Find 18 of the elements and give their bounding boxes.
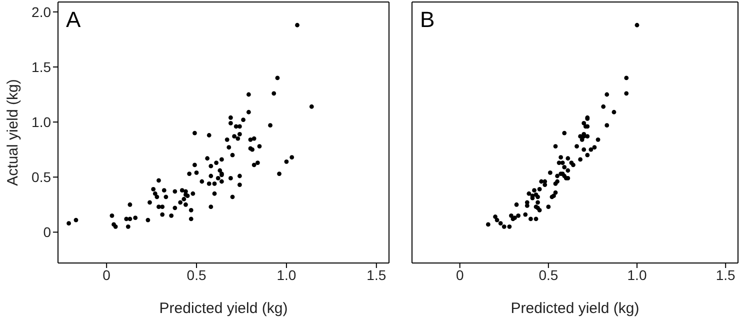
x-tick-label: 1.0 [276, 266, 296, 283]
x-tick-label: 1.5 [366, 266, 386, 283]
x-axis-title: Predicted yield (kg) [510, 300, 640, 317]
x-axis-title: Predicted yield (kg) [159, 300, 288, 317]
x-tick-label: 0.5 [186, 266, 206, 283]
x-tick-label: 1.5 [716, 266, 736, 283]
y-tick-label: 1.5 [32, 58, 52, 75]
x-tick-label: 0 [456, 266, 464, 283]
y-tick-label: 1.0 [32, 114, 52, 130]
x-tick-label: 0 [102, 266, 111, 283]
y-tick-label: 2.0 [32, 4, 52, 20]
chart-title: A [66, 7, 81, 32]
x-tick-label: 1.0 [627, 266, 647, 283]
y-tick-label: 0.5 [32, 169, 52, 186]
y-tick-label: 0 [43, 224, 52, 240]
y-axis-title: Actual yield (kg) [4, 79, 22, 186]
chart-title: B [420, 7, 435, 32]
x-tick-label: 0.5 [538, 266, 558, 283]
